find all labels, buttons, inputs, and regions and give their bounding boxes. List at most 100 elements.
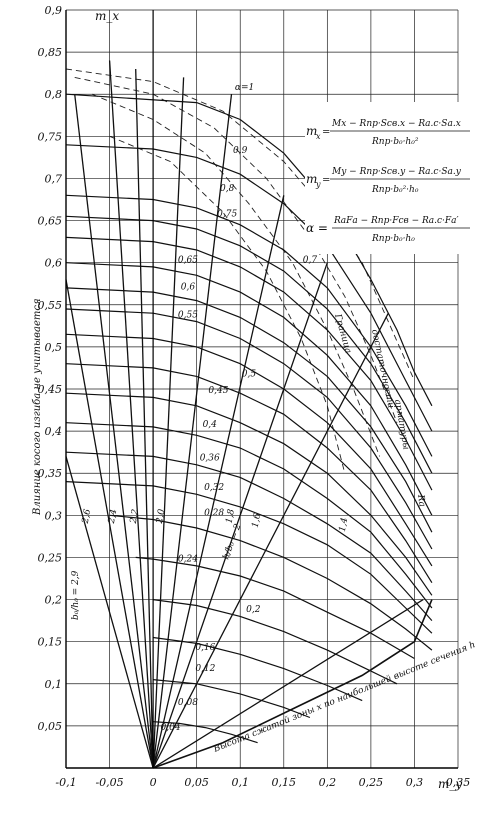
alpha-curve-19: [153, 721, 258, 744]
formula-my-lhs: m: [306, 172, 317, 186]
formula-mx-lhs: m: [306, 124, 317, 138]
right-vertical-note-2: достаточности: [369, 329, 396, 410]
origin-ray-6: [152, 94, 233, 769]
alpha-curve-label-10: 0,4: [203, 420, 218, 430]
alpha-curve-11: [65, 422, 433, 609]
alpha-curve-label-3: 0,75: [217, 209, 237, 219]
origin-ray-7: [152, 195, 285, 769]
y-tick-label-10: 0,55: [38, 299, 63, 312]
y-tick-label-9: 0,5: [45, 341, 63, 354]
formula-my-sub: y: [315, 180, 321, 189]
y-tick-label-8: 0,45: [38, 383, 63, 396]
y-tick-label-2: 0,15: [38, 636, 63, 649]
origin-ray-8: [152, 262, 328, 769]
y-tick-label-0: 0,05: [38, 720, 63, 733]
alpha-curve-label-7: 0,55: [178, 310, 198, 320]
alpha-curve-18: [153, 679, 311, 719]
ray-label-5: 1,6: [251, 512, 263, 528]
alpha-curve-1: [65, 144, 433, 432]
origin-ray-5: [152, 77, 185, 769]
formula-mx-num: Mx − Rпр·Sсв.x − Rа.с·Sа.x: [331, 119, 461, 129]
alpha-curve-12: [65, 451, 433, 621]
dashed-envelope-1: [74, 76, 398, 423]
axes: [65, 10, 458, 769]
alpha-curve-17: [153, 636, 363, 702]
x-tick-label-6: 0,2: [319, 776, 337, 789]
alpha-curve-8: [65, 333, 433, 567]
origin-ray-2: [74, 94, 154, 769]
x-tick-label-3: 0,05: [184, 776, 209, 789]
curve-labels: α=1 0,9 0,8 0,75 0,7 0,65 0,6 0,55 0,5 0,45 0,4 0,3…: [161, 83, 318, 733]
eq-sign-1: =: [322, 127, 330, 138]
formula-alpha-num: RаFа − Rпр·Fсв − Rа.с·Fа′: [333, 216, 459, 226]
y-tick-label-14: 0,75: [38, 130, 63, 143]
origin-ray-9: [152, 312, 389, 769]
alpha-curve-label-6: 0,6: [181, 283, 196, 293]
alpha-curve-2: [65, 194, 433, 457]
origin-ray-10: [152, 599, 424, 769]
left-vertical-note: Влияние косого изгиба не учитывается: [32, 298, 43, 516]
bottom-boundary: [152, 599, 433, 769]
ray-labels: 2,6 2,4 2,2 2,0 1,8 1,6 1,4: [81, 508, 351, 533]
formula-mx-den: Rпр·b₀·h₀²: [371, 137, 419, 147]
alpha-curve-label-1: 0,9: [233, 146, 248, 156]
alpha-curve-label-19: 0,04: [161, 723, 181, 733]
alpha-curve-7: [65, 308, 433, 550]
y-tick-label-17: 0,9: [45, 4, 63, 17]
ray-label-2: 2,2: [129, 508, 142, 525]
y-tick-label-6: 0,35: [38, 467, 63, 480]
alpha-curve-label-2: 0,8: [220, 184, 235, 194]
formula-mx-sub: x: [316, 132, 321, 141]
y-tick-label-7: 0,4: [45, 425, 63, 438]
bottom-boundary-line: [152, 599, 433, 769]
origin-ray-3: [108, 60, 154, 769]
alpha-curve-16: [153, 599, 398, 685]
alpha-curve-5: [65, 262, 433, 516]
alpha-curve-label-11: 0,36: [200, 454, 220, 464]
y-axis-title: m_x: [95, 9, 119, 23]
alpha-curve-6: [65, 287, 433, 533]
x-tick-label-5: 0,15: [272, 776, 297, 789]
alpha-curve-3: [65, 215, 433, 474]
formula-alpha-den: Rпр·b₀·h₀: [371, 234, 415, 244]
alpha-curve-label-5: 0,65: [178, 256, 198, 266]
alpha-curve-label-17: 0,12: [195, 664, 215, 674]
alpha-curve-9: [65, 363, 433, 584]
ray-label-3: 2,0: [155, 508, 168, 525]
x-tick-label-0: -0,1: [55, 776, 76, 789]
alpha-curves: [65, 93, 433, 744]
y-tick-label-5: 0,3: [45, 509, 63, 522]
x-tick-label-2: 0: [150, 776, 157, 789]
origin-ray-4: [135, 68, 154, 769]
origin-ray-1: [65, 456, 154, 769]
alpha-curve-label-8: 0,5: [242, 369, 257, 379]
y-tick-label-12: 0,65: [38, 215, 63, 228]
alpha-curve-label-12: 0,32: [204, 483, 224, 493]
y-tick-label-11: 0,6: [45, 257, 63, 270]
alpha-curve-label-14: 0,24: [178, 555, 198, 565]
x-tick-label-9: 0,35: [446, 776, 471, 789]
x-tick-label-7: 0,25: [359, 776, 384, 789]
alpha-curve-label-0: α=1: [235, 83, 254, 93]
formula-box: m x = Mx − Rпр·Sсв.x − Rа.с·Sа.x Rпр·b₀·…: [305, 102, 485, 254]
x-axis-title: m_y: [438, 777, 462, 791]
alpha-curve-label-16: 0,16: [195, 643, 215, 653]
x-tick-label-8: 0,3: [406, 776, 424, 789]
x-tick-label-4: 0,1: [231, 776, 249, 789]
dashed-envelope-2: [91, 93, 381, 457]
alpha-curve-label-15: 0,2: [246, 605, 261, 615]
dashed-envelope-0: [65, 68, 415, 381]
x-tick-label-1: -0,05: [95, 776, 123, 789]
ray-label-1: 2,4: [107, 508, 120, 525]
formula-alpha-lhs: α =: [306, 221, 328, 235]
ratio-label: b₀/h₀ = 2,9: [71, 570, 81, 620]
tick-labels: -0,1 -0,05 0 0,05 0,1 0,15 0,2 0,25 0,3 0,35 0,05 0…: [38, 4, 471, 789]
ray-label-0: 2,6: [81, 508, 94, 525]
eq-sign-2: =: [322, 175, 330, 186]
y-tick-label-1: 0,1: [45, 678, 63, 691]
right-vertical-note-4: Ra: [415, 493, 427, 508]
alpha-curve-13: [65, 481, 433, 634]
alpha-curve-4: [65, 236, 433, 491]
formula-my-num: My − Rпр·Sсв.y − Rа.с·Sа.y: [331, 167, 462, 177]
y-tick-label-3: 0,2: [45, 594, 63, 607]
